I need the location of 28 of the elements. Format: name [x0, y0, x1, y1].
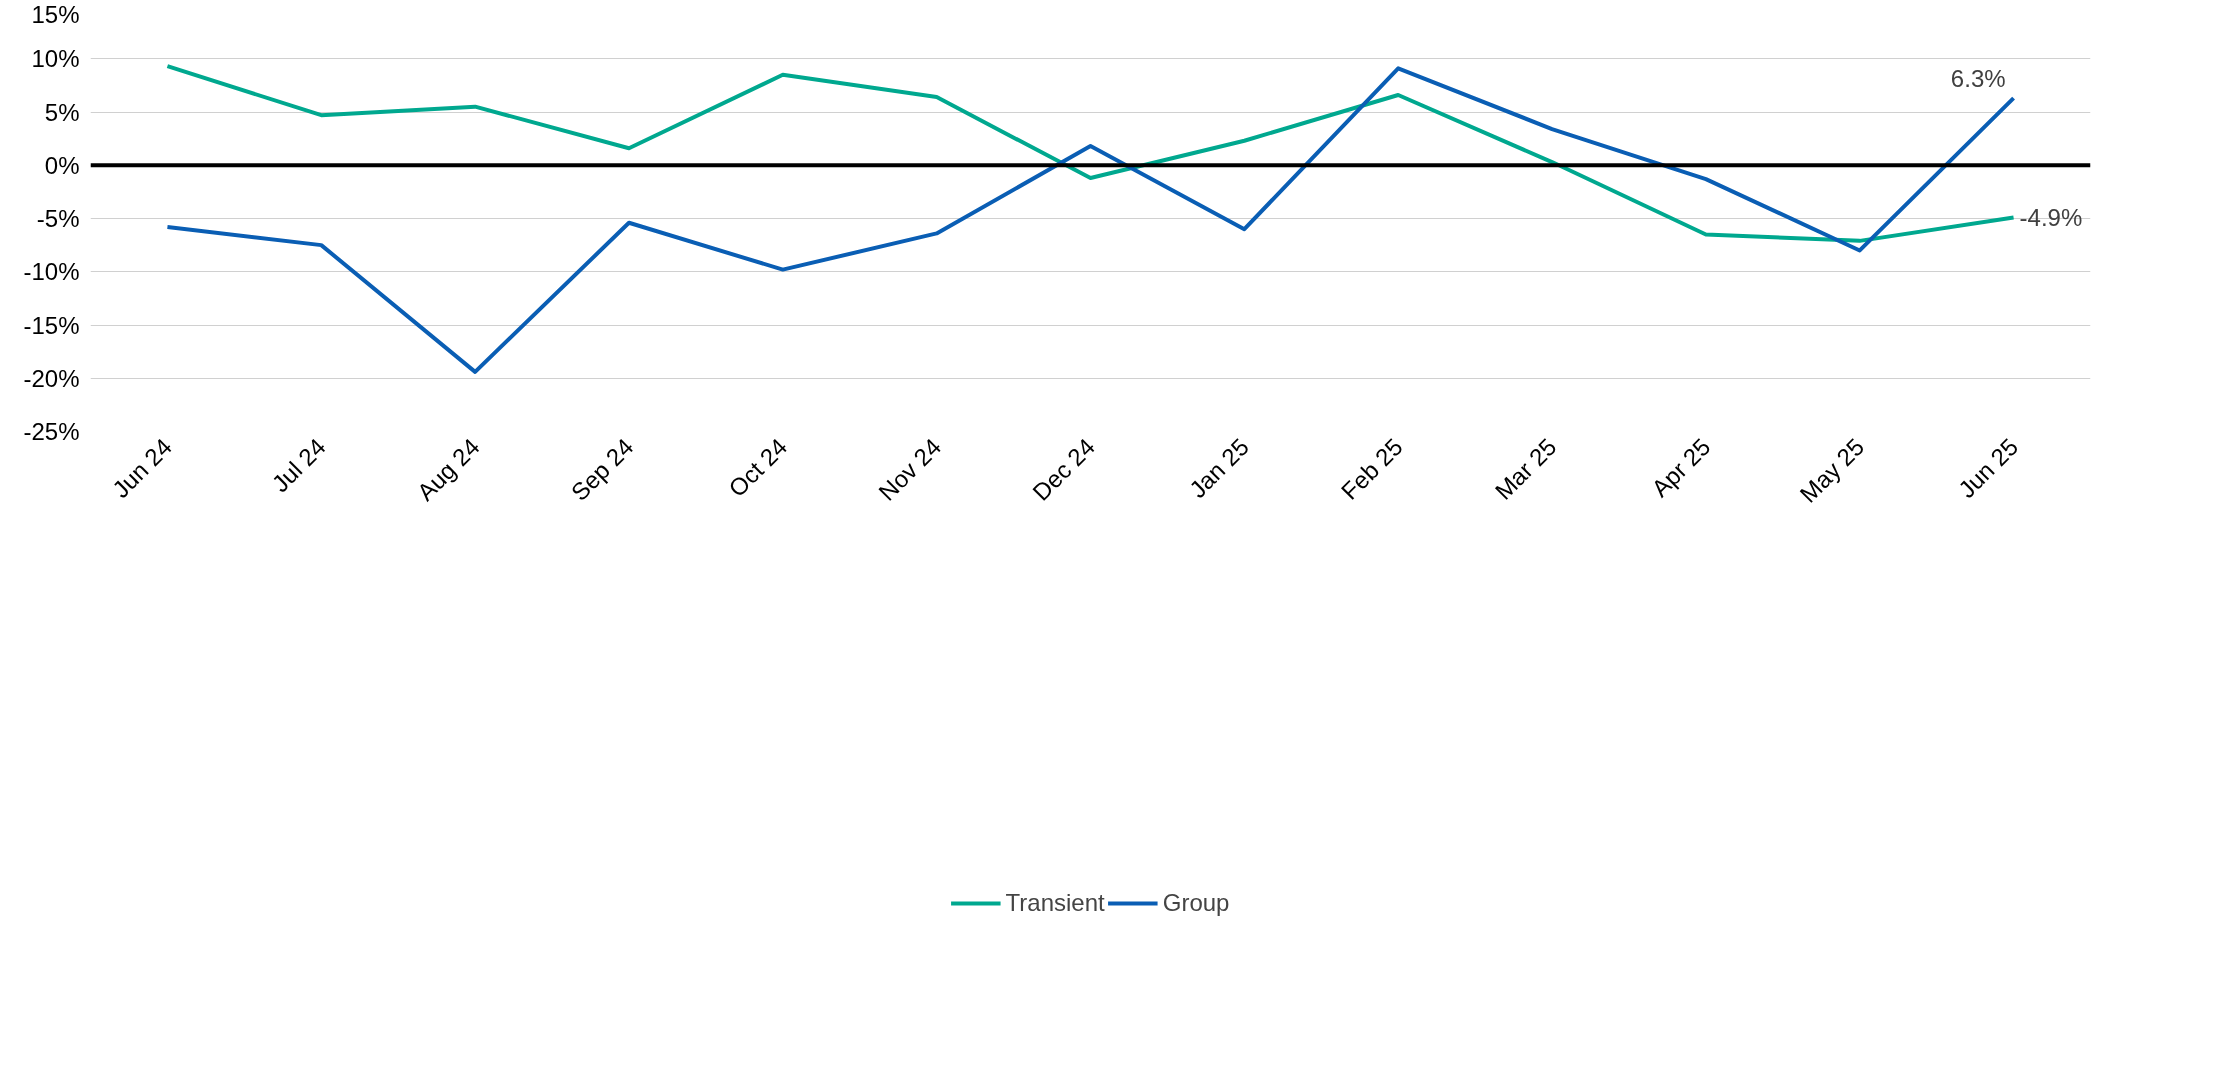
- x-tick-label: Jul 24: [266, 432, 331, 498]
- x-tick-label: Dec 24: [1027, 432, 1101, 506]
- x-tick-label: Jan 25: [1183, 432, 1254, 503]
- x-tick-label: Oct 24: [723, 432, 793, 503]
- y-tick-label: 15%: [31, 0, 80, 28]
- data-label: -4.9%: [2019, 203, 2083, 231]
- x-tick-label: Mar 25: [1489, 432, 1562, 505]
- y-tick-label: -15%: [23, 311, 80, 339]
- data-label: 6.3%: [1950, 65, 2006, 93]
- line-series: [165, 64, 2016, 243]
- y-tick-label: 10%: [31, 45, 80, 73]
- legend-label: Group: [1162, 889, 1230, 917]
- x-tick-label: Jun 24: [106, 432, 177, 503]
- line-series: [165, 66, 2016, 374]
- x-tick-label: Sep 24: [565, 432, 639, 506]
- x-tick-label: Aug 24: [411, 432, 485, 506]
- x-tick-label: Nov 24: [873, 432, 947, 506]
- y-tick-label: 5%: [44, 98, 80, 126]
- x-tick-label: Feb 25: [1335, 432, 1408, 505]
- y-tick-label: -20%: [23, 364, 80, 392]
- y-tick-label: -10%: [23, 258, 80, 286]
- x-tick-label: May 25: [1794, 432, 1870, 508]
- x-tick-label: Jun 25: [1953, 432, 2024, 503]
- y-tick-label: -25%: [23, 418, 80, 445]
- legend-label: Transient: [1005, 889, 1105, 917]
- x-tick-label: Apr 25: [1646, 432, 1716, 503]
- y-tick-label: 0%: [44, 151, 80, 179]
- y-tick-label: -5%: [36, 205, 80, 232]
